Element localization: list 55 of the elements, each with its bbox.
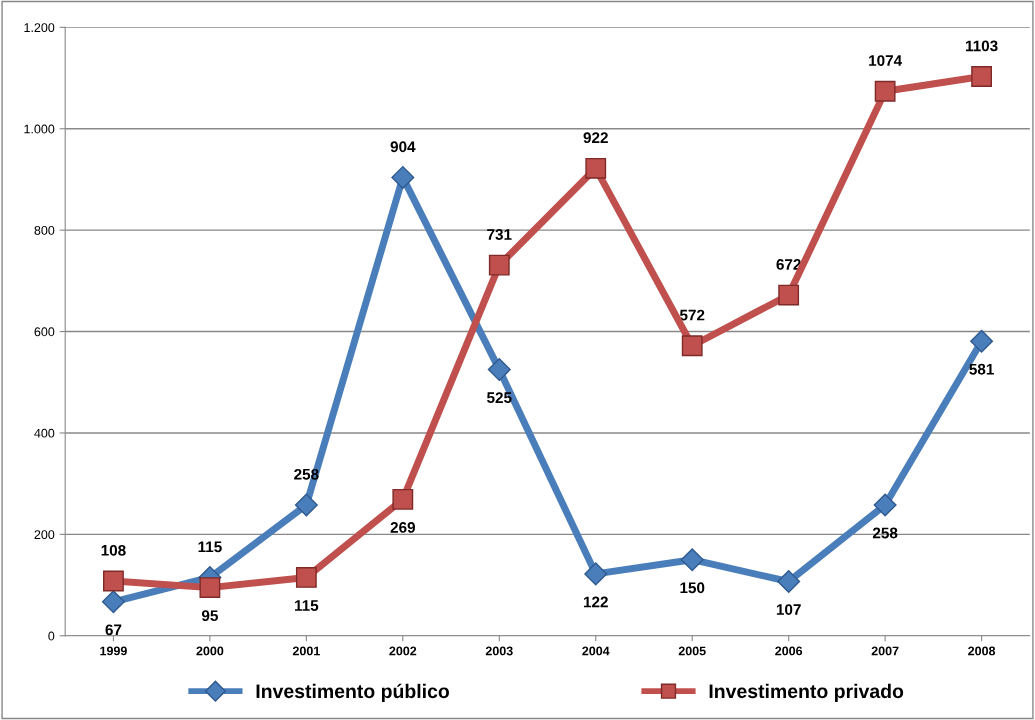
data-label: 115 — [198, 541, 222, 553]
data-label: 922 — [583, 132, 608, 144]
data-label: 258 — [872, 527, 898, 539]
data-label: 731 — [487, 229, 512, 240]
x-tick-label: 2000 — [196, 646, 224, 656]
data-label: 115 — [295, 600, 319, 611]
x-tick-label: 2001 — [292, 646, 320, 656]
x-tick-label: 2007 — [871, 646, 899, 656]
data-label: 1103 — [965, 40, 998, 52]
point — [874, 80, 896, 102]
point — [778, 284, 800, 306]
point — [971, 66, 993, 87]
point — [199, 577, 221, 599]
point — [584, 562, 608, 586]
point — [103, 570, 124, 592]
y-tick-label: 1.200 — [24, 23, 55, 33]
point — [392, 488, 414, 510]
point — [970, 329, 994, 353]
point — [681, 335, 703, 357]
point — [680, 548, 704, 572]
point — [873, 493, 897, 517]
point — [777, 570, 801, 594]
x-tick-label: 1999 — [100, 646, 127, 656]
point — [391, 165, 415, 189]
y-tick-label: 800 — [34, 225, 55, 235]
data-label: 122 — [583, 596, 608, 608]
x-tick-label: 2002 — [389, 646, 417, 656]
y-tick-label: 400 — [34, 428, 55, 438]
y-tick-label: 600 — [34, 327, 55, 337]
data-label: 904 — [390, 141, 416, 153]
data-label: 107 — [776, 604, 801, 615]
y-tick-label: 1.000 — [24, 124, 55, 134]
data-label: 581 — [969, 363, 994, 375]
point — [585, 157, 607, 179]
x-tick-label: 2006 — [775, 646, 803, 656]
point — [295, 567, 317, 588]
data-label: 269 — [390, 522, 415, 533]
point — [294, 493, 318, 517]
legend-label: Investimento privado — [709, 683, 904, 702]
x-tick-label: 2005 — [678, 646, 706, 656]
y-tick-label: 200 — [34, 530, 55, 540]
y-tick-label: 0 — [48, 631, 55, 641]
data-label: 572 — [679, 309, 705, 321]
point — [101, 590, 125, 614]
x-tick-label: 2004 — [582, 646, 610, 656]
point — [487, 358, 511, 382]
data-label: 150 — [680, 582, 705, 594]
x-tick-label: 2003 — [485, 646, 513, 656]
legend-label: Investimento público — [256, 683, 449, 702]
x-tick-label: 2008 — [968, 646, 996, 656]
point — [488, 254, 510, 276]
data-label: 67 — [105, 624, 122, 636]
data-label: 108 — [101, 544, 126, 556]
data-label: 95 — [201, 610, 218, 622]
data-label: 1074 — [869, 55, 903, 66]
